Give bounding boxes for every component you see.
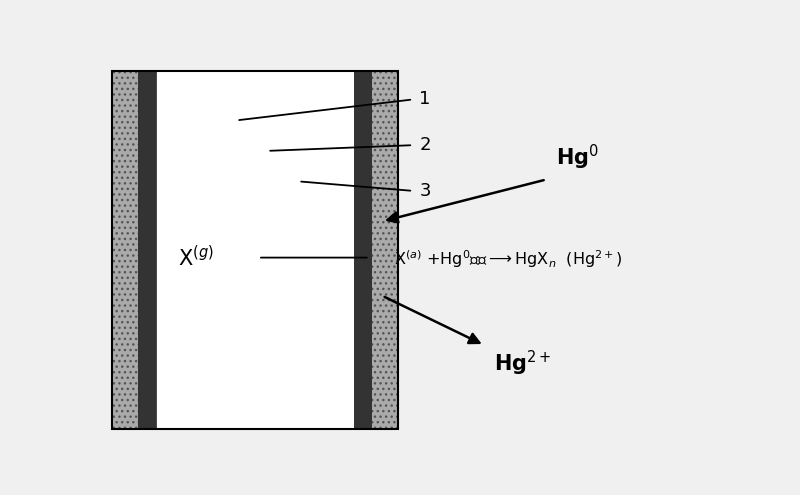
Bar (112, 71, 138, 429)
Text: Hg$^0$: Hg$^0$ (556, 143, 598, 172)
Bar (156, 71, 354, 429)
Text: Hg$^{2+}$: Hg$^{2+}$ (494, 349, 551, 378)
Text: 3: 3 (419, 182, 430, 200)
Text: 2: 2 (419, 136, 430, 154)
Bar (138, 71, 156, 429)
Bar (354, 71, 371, 429)
Text: X$^{(g)}$: X$^{(g)}$ (178, 245, 214, 270)
Text: X$^{(a)}$ +Hg$^{0}$催化$\longrightarrow$HgX$_n$  (Hg$^{2+}$): X$^{(a)}$ +Hg$^{0}$催化$\longrightarrow$Hg… (394, 248, 623, 270)
Bar (371, 71, 398, 429)
Text: 1: 1 (419, 91, 430, 108)
Bar (112, 71, 398, 429)
